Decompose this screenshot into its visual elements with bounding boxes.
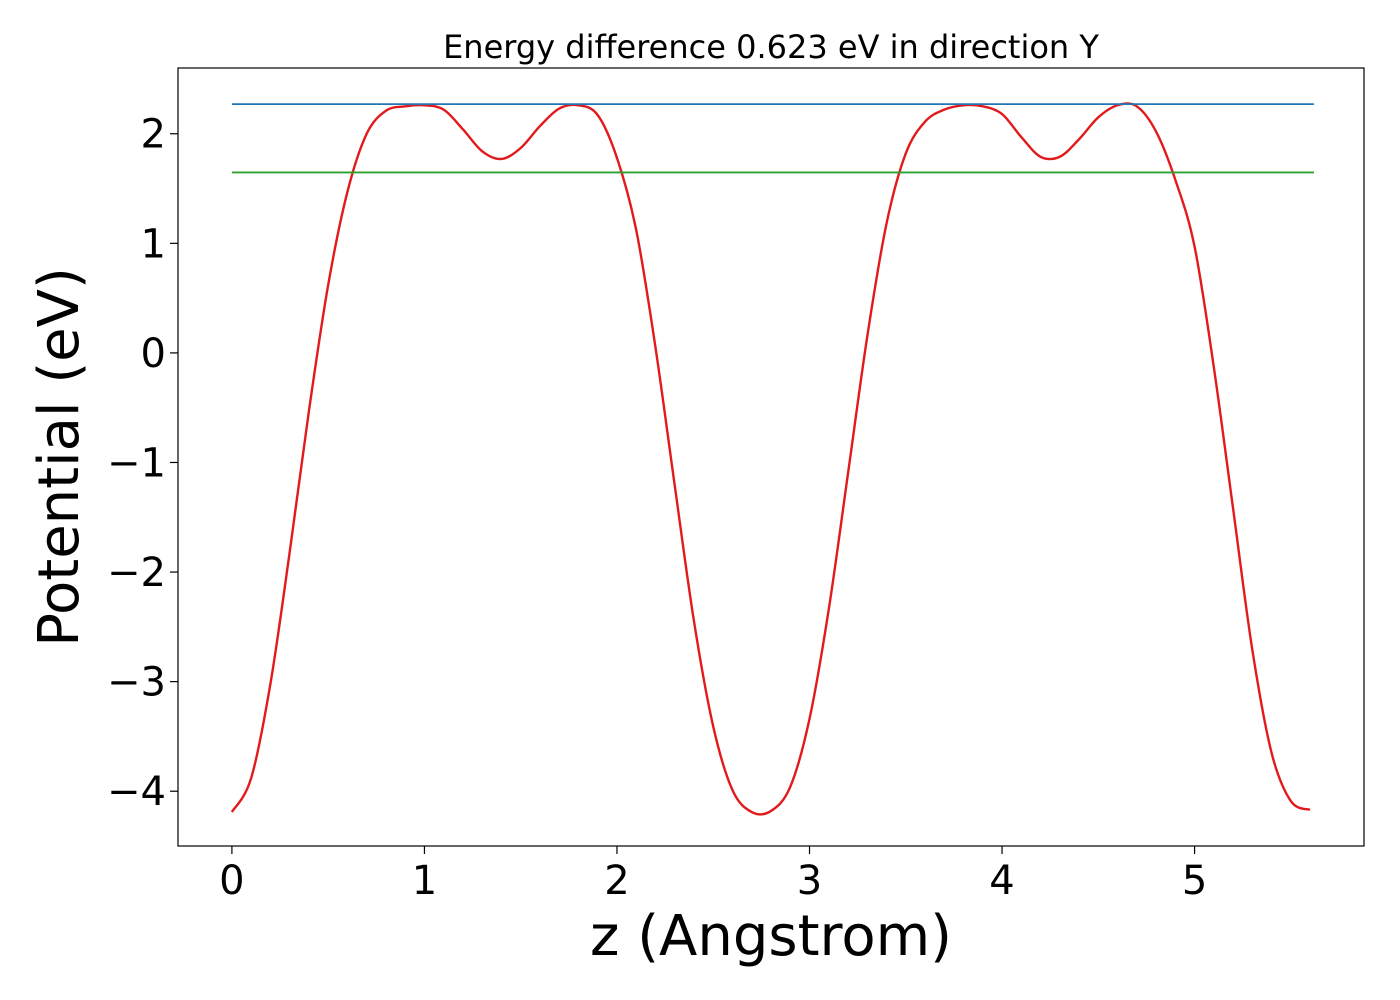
x-tick-label: 3 <box>797 858 822 904</box>
potential-curve <box>230 102 1311 816</box>
ticks-layer: 0 1 2 3 4 5 −4 −3 −2 −1 0 1 2 <box>107 112 1207 904</box>
y-tick-label: −4 <box>107 769 166 815</box>
y-tick-label: −3 <box>107 660 166 706</box>
x-tick-label: 4 <box>989 858 1014 904</box>
x-tick-label: 1 <box>412 858 437 904</box>
plot-frame <box>177 67 1365 847</box>
x-tick-label: 2 <box>604 858 629 904</box>
y-tick-label: 0 <box>141 331 166 377</box>
x-axis-title: z (Angstrom) <box>590 904 952 969</box>
x-tick-label: 0 <box>219 858 244 904</box>
chart-title: Energy difference 0.623 eV in direction … <box>443 28 1099 66</box>
y-tick-label: −2 <box>107 550 166 596</box>
y-tick-label: 2 <box>141 112 166 158</box>
y-axis-title: Potential (eV) <box>27 267 92 647</box>
series-layer <box>230 102 1314 816</box>
y-tick-label: −1 <box>107 440 166 486</box>
x-tick-label: 5 <box>1182 858 1207 904</box>
y-tick-label: 1 <box>141 221 166 267</box>
